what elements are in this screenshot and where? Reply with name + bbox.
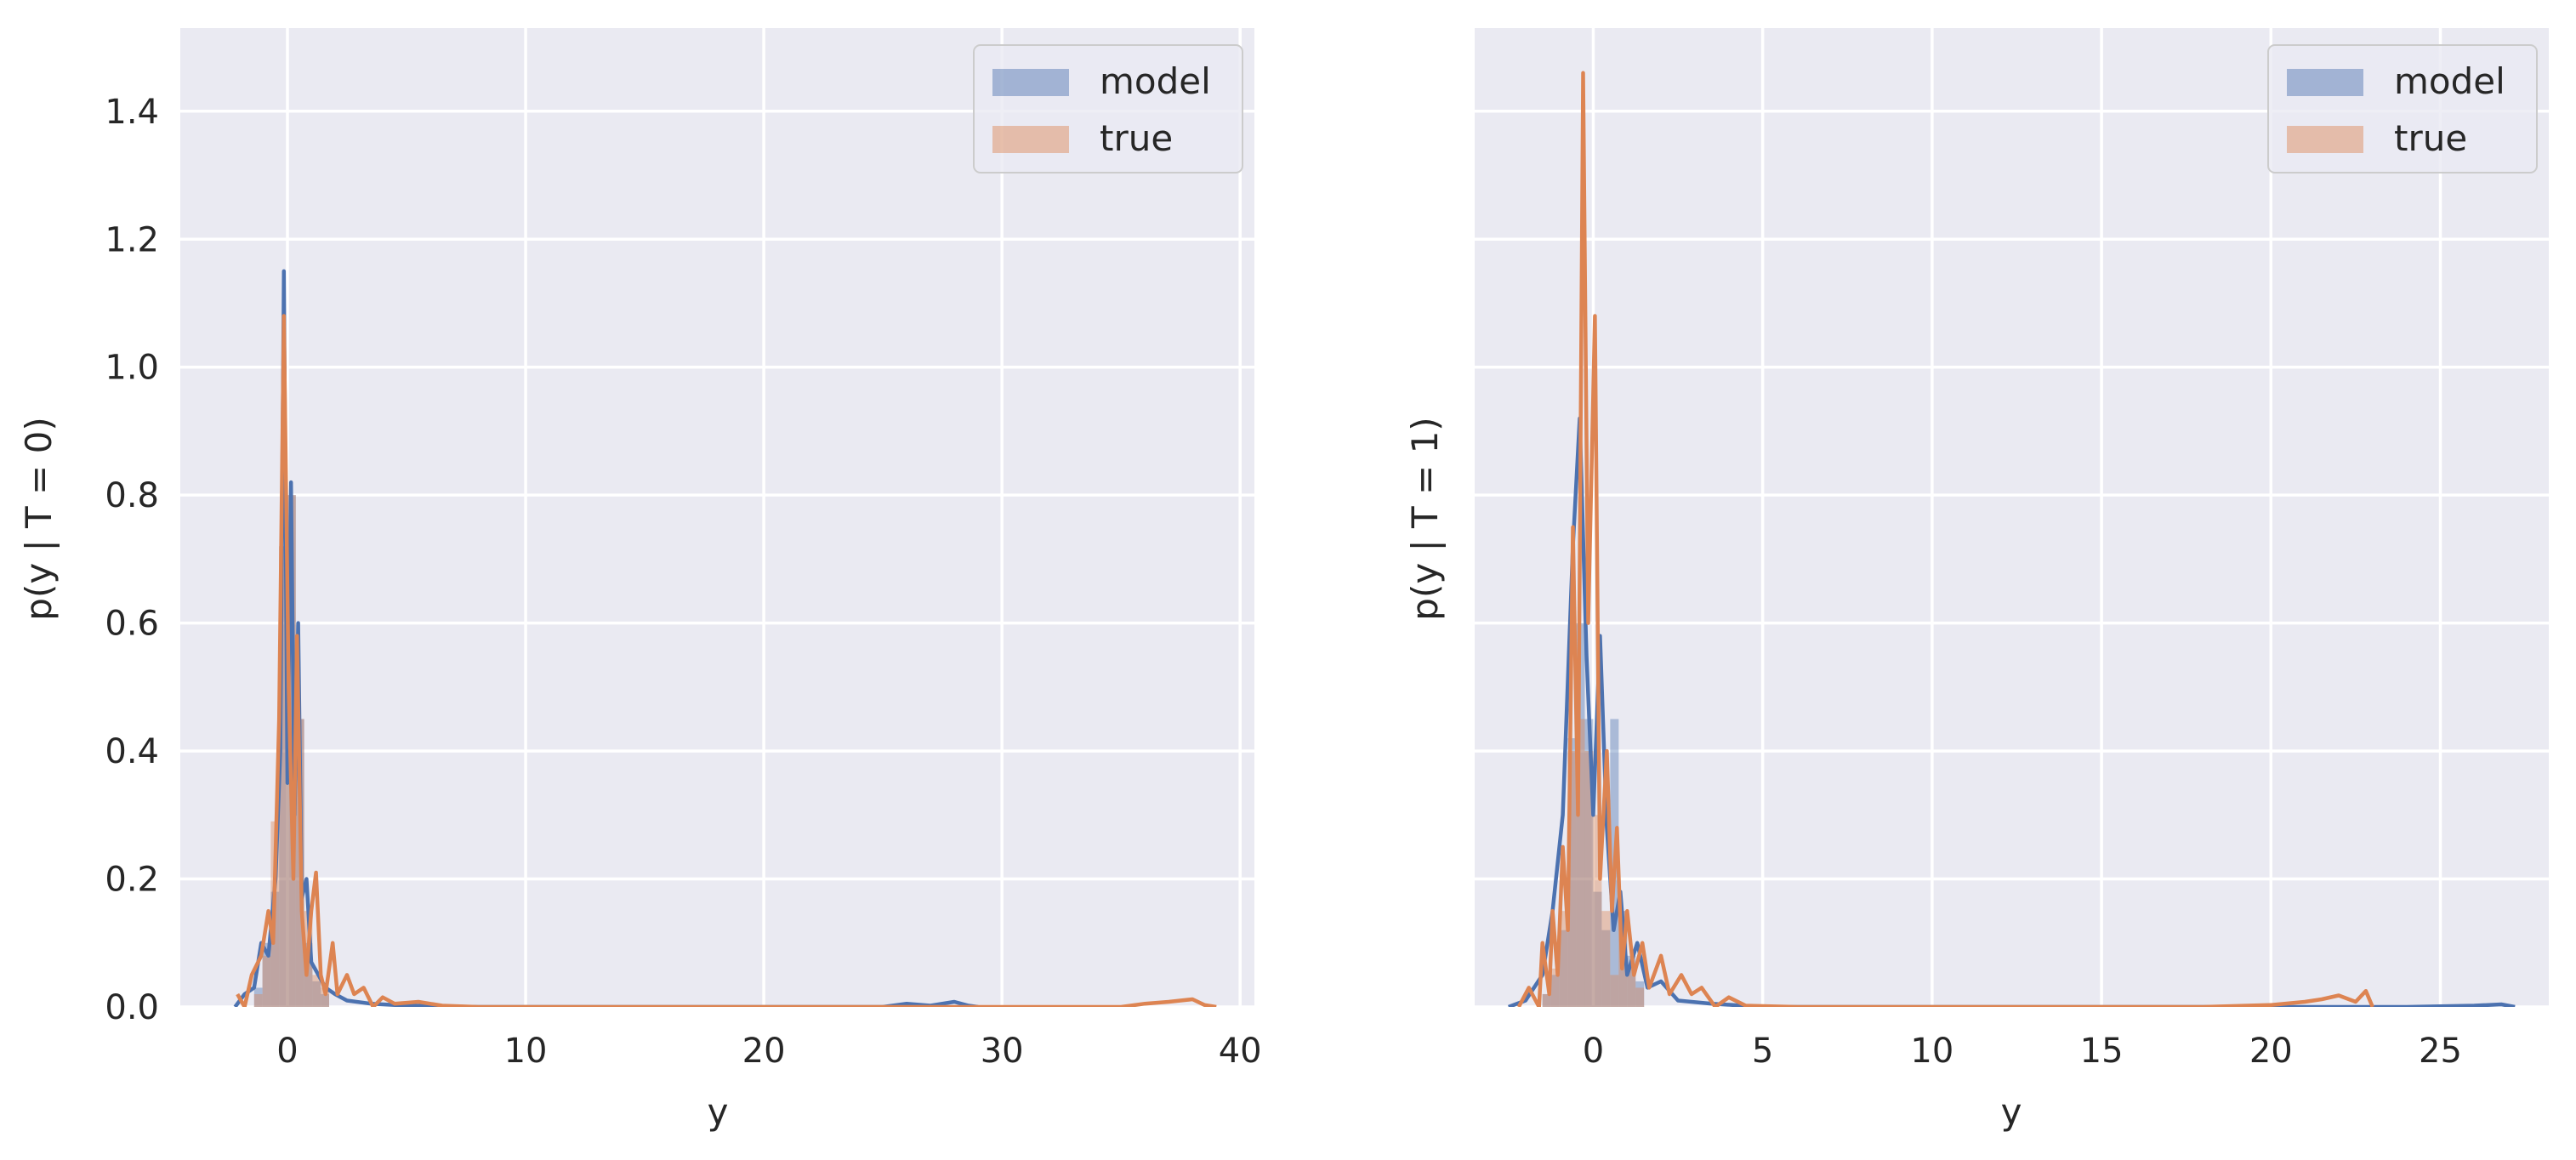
histogram-bar-model [1627,955,1636,1007]
histogram-bar-model [1601,930,1611,1007]
legend-swatch-true [992,126,1069,153]
legend-label-true: true [2394,117,2467,159]
histogram-bar-model [1593,891,1602,1007]
legend-label-true: true [1100,117,1173,159]
x-tick-label: 0 [276,1032,298,1071]
x-tick-label: 30 [981,1032,1024,1071]
histogram-bar-true [1567,751,1577,1007]
histogram-bar-true [1593,815,1602,1007]
histogram-bar-true [1542,993,1551,1007]
histogram-bar-true [1584,751,1594,1007]
histogram-bar-model [262,942,271,1007]
y-tick-label: 0.8 [105,476,159,515]
y-tick-label: 0.0 [105,988,159,1027]
y-axis-label: p(y | T = 1) [1404,417,1446,620]
x-tick-label: 10 [504,1032,548,1071]
histogram-bar-true [1576,719,1585,1007]
x-tick-label: 15 [2080,1032,2124,1071]
y-tick-label: 1.2 [105,220,159,259]
legend-swatch-model [2287,69,2363,96]
histogram-bar-true [1559,911,1568,1007]
legend-label-model: model [1100,60,1211,102]
x-tick-label: 25 [2419,1032,2462,1071]
density-line-true [236,314,1217,1007]
legend: model true [2267,44,2538,173]
histogram-bar-true [1610,975,1619,1007]
histogram-bar-model [1542,993,1551,1007]
histogram-bar-true [1550,968,1560,1007]
y-axis-label: p(y | T = 0) [18,417,60,620]
legend-frame [973,44,1243,173]
histogram-bar-model [1576,623,1585,1007]
histogram-bar-true [312,975,321,1007]
histogram-bar-true [253,993,263,1007]
histogram-bar-model [253,987,263,1007]
subplot-right: y p(y | T = 1) 0 5 10 15 20 25 model true [1404,28,2549,1133]
legend-swatch-model [992,69,1069,96]
histogram-bar-model [312,981,321,1007]
histogram-bar-model [1559,930,1568,1007]
x-tick-label: 20 [2249,1032,2293,1071]
y-tick-label: 0.2 [105,861,159,900]
histogram-bar-true [1635,987,1645,1007]
x-tick-label: 0 [1583,1032,1604,1071]
subplot-left: y p(y | T = 0) 0 10 20 30 40 0.0 0.2 0.4 0.6 0.8 1… [18,28,1262,1133]
x-tick-label: 40 [1219,1032,1262,1071]
x-tick-label: 20 [742,1032,786,1071]
histogram-bar-model [321,993,330,1007]
x-tick-label: 10 [1910,1032,1953,1071]
plot-area [1475,28,2549,1007]
legend-frame [2267,44,2538,173]
x-tick-label: 5 [1752,1032,1773,1071]
y-tick-label: 1.0 [105,349,159,388]
plot-area [180,28,1254,1007]
legend-label-model: model [2394,60,2505,102]
density-line-true [1516,71,2374,1007]
x-axis-label: y [2001,1091,2022,1133]
histogram-bar-model [270,891,280,1007]
legend: model true [973,44,1243,173]
histogram-bar-model [1584,719,1594,1007]
histogram-bar-model [1550,975,1560,1007]
y-tick-label: 0.6 [105,605,159,644]
histogram-bar-true [262,955,271,1007]
histogram-bar-model [1635,981,1645,1007]
y-tick-label: 1.4 [105,93,159,132]
histogram-bar-true [321,987,330,1007]
histogram-bar-true [1601,911,1611,1007]
plot-marks [233,269,1217,1007]
histogram-bar-true [279,546,288,1007]
legend-swatch-true [2287,126,2363,153]
x-axis-label: y [708,1091,729,1133]
plot-marks [1508,71,2516,1007]
histogram-bar-model [279,546,288,1007]
histogram-bar-true [1627,968,1636,1007]
histogram-bar-model [1567,738,1577,1007]
y-tick-label: 0.4 [105,732,159,771]
